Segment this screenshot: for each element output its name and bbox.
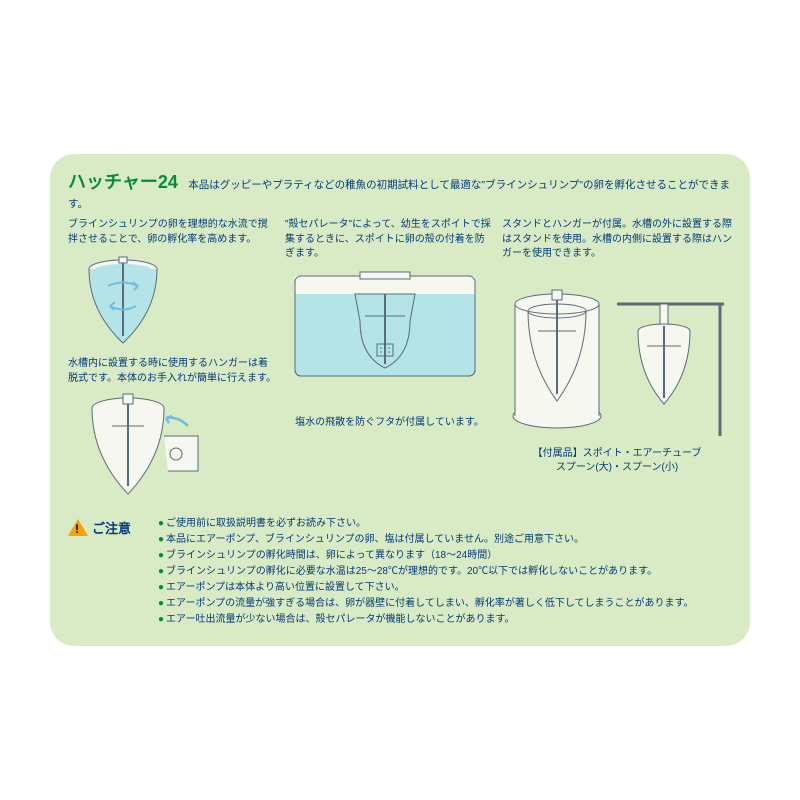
caption-3a: スタンドとハンガーが付属。水槽の外に設置する際はスタンドを使用。水槽の内側に設置… <box>502 218 732 262</box>
caption-2b: 塩水の飛散を防ぐフタが付属しています。 <box>285 416 494 431</box>
diagram-separator-icon <box>285 266 485 386</box>
warning-triangle-icon <box>68 519 88 536</box>
acc-line-1: 【付属品】スポイト・エアーチューブ <box>502 447 732 461</box>
warning-item: ブラインシュリンプの孵化時間は、卵によって異なります（18～24時間） <box>158 548 732 564</box>
warning-bullets: ご使用前に取扱説明書を必ずお読み下さい。 本品にエアーポンプ、ブラインシュリンプ… <box>158 516 732 628</box>
caption-2a: "殻セパレータ"によって、幼生をスポイトで採集するときに、スポイトに卵の殻の付着… <box>285 218 494 262</box>
col-3: スタンドとハンガーが付属。水槽の外に設置する際はスタンドを使用。水槽の内側に設置… <box>502 218 732 506</box>
product-info-card: ハッチャー24 本品はグッピーやプラティなどの稚魚の初期試料として最適な"ブライ… <box>50 154 750 646</box>
acc-line-2: スプーン(大)・スプーン(小) <box>502 461 732 475</box>
caption-1b: 水槽内に設置する時に使用するハンガーは着脱式です。本体のお手入れが簡単に行えます… <box>68 357 277 386</box>
warning-item: エアーポンプの流量が強すぎる場合は、卵が器壁に付着してしまい、孵化率が著しく低下… <box>158 596 732 612</box>
figure-row: ブラインシュリンプの卵を理想的な水流で撹拌させることで、卵の孵化率を高めます。 … <box>68 218 732 506</box>
col-2: "殻セパレータ"によって、幼生をスポイトで採集するときに、スポイトに卵の殻の付着… <box>285 218 494 506</box>
warning-item: ご使用前に取扱説明書を必ずお読み下さい。 <box>158 516 732 532</box>
diagram-hanger-detach-icon <box>68 386 238 506</box>
warning-heading: ご注意 <box>92 518 131 537</box>
warning-item: 本品にエアーポンプ、ブラインシュリンプの卵、塩は付属していません。別途ご用意下さ… <box>158 532 732 548</box>
warning-item: エアー吐出流量が少ない場合は、殻セパレータが機能しないことがあります。 <box>158 612 732 628</box>
col-1: ブラインシュリンプの卵を理想的な水流で撹拌させることで、卵の孵化率を高めます。 … <box>68 218 277 506</box>
accessories: 【付属品】スポイト・エアーチューブ スプーン(大)・スプーン(小) <box>502 447 732 475</box>
warning-item: ブラインシュリンプの孵化に必要な水温は25～28℃が理想的です。20℃以下では孵… <box>158 564 732 580</box>
diagram-stand-hanger-icon <box>502 266 732 441</box>
caption-1a: ブラインシュリンプの卵を理想的な水流で撹拌させることで、卵の孵化率を高めます。 <box>68 218 277 247</box>
product-title: ハッチャー24 <box>68 172 178 192</box>
warning-section: ご注意 ご使用前に取扱説明書を必ずお読み下さい。 本品にエアーポンプ、ブラインシ… <box>68 516 732 628</box>
warning-label: ご注意 <box>68 518 148 537</box>
diagram-water-flow-icon <box>68 251 188 351</box>
warning-item: エアーポンプは本体より高い位置に設置して下さい。 <box>158 580 732 596</box>
header: ハッチャー24 本品はグッピーやプラティなどの稚魚の初期試料として最適な"ブライ… <box>68 168 732 212</box>
